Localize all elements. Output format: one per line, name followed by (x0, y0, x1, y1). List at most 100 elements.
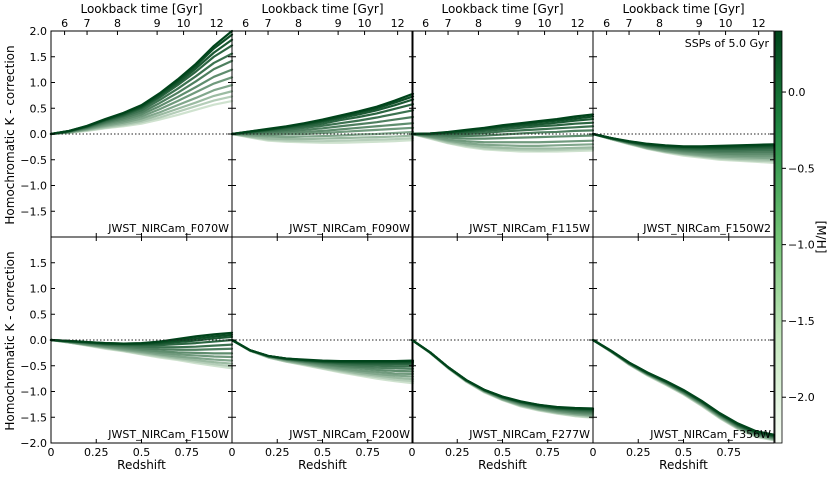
top-tick-label: 12 (752, 17, 766, 30)
series-line-mh-0.4 (410, 338, 595, 410)
x-tick-label: 0.75 (356, 446, 381, 459)
top-tick-label: 12 (571, 17, 585, 30)
y-tick-label: 0.5 (30, 308, 48, 321)
y-tick-label: −2.0 (20, 437, 47, 450)
top-tick-label: 7 (265, 17, 272, 30)
x-tick-label: 0 (409, 446, 416, 459)
panel-JWST_NIRCam_F277W: 0 0.25 0.5 0.75 Redshift JWST_NIRCam_F277W (409, 236, 595, 472)
panel-frame (592, 30, 775, 238)
x-tick-label: 0.25 (84, 446, 109, 459)
top-tick-label: 8 (114, 17, 121, 30)
series-line-mh--1.4 (230, 132, 415, 141)
filter-label: JWST_NIRCam_F200W (288, 428, 410, 441)
y-tick-label: −1.0 (20, 386, 47, 399)
colorbar-gradient (774, 30, 783, 444)
series-line-mh-0.25 (591, 338, 776, 437)
top-tick-label: 9 (515, 17, 522, 30)
y-tick-label: 1.5 (30, 51, 48, 64)
series-line-mh-0.4 (230, 92, 415, 136)
top-tick-label: 12 (391, 17, 405, 30)
top-axis-label: Lookback time [Gyr] (80, 2, 202, 16)
top-tick-label: 12 (210, 17, 224, 30)
x-tick-label: 0.25 (626, 446, 651, 459)
axis-labels: Homochromatic K - correction Homochromat… (3, 37, 769, 431)
x-tick-label: 0.5 (133, 446, 151, 459)
panel-JWST_NIRCam_F070W: −1.5 −1.0 −0.5 0.0 0.5 1.0 1.5 2.0 12 10 9 8 7 6 Lookb… (20, 2, 234, 238)
x-tick-label: 0.75 (536, 446, 561, 459)
series-line-mh--0.9 (410, 338, 595, 416)
top-tick-label: 7 (626, 17, 633, 30)
series-line-mh--0.3 (591, 338, 776, 438)
top-tick-label: 8 (295, 17, 302, 30)
colorbar-tick-label: −2.0 (788, 391, 815, 404)
panel-frame (592, 236, 775, 444)
x-tick-label: 0 (229, 446, 236, 459)
series-line-mh--0.5 (591, 338, 776, 439)
x-axis-label: Redshift (659, 458, 708, 472)
series-line-mh--0.7 (410, 338, 595, 415)
series-line-mh--1.7 (410, 338, 595, 419)
y-tick-label: −0.5 (20, 154, 47, 167)
series-line-mh-0.1 (230, 338, 415, 364)
x-tick-label: 0.25 (265, 446, 290, 459)
x-tick-label: 0.5 (675, 446, 693, 459)
series-line-mh-0.1 (591, 338, 776, 437)
y-tick-label: −1.5 (20, 411, 47, 424)
colorbar-tick-label: 0.0 (788, 86, 806, 99)
panel-JWST_NIRCam_F356W: 0 0.25 0.5 0.75 Redshift JWST_NIRCam_F356W (590, 236, 776, 472)
series-line-mh-0.25 (230, 338, 415, 363)
series-line-mh--0.5 (410, 338, 595, 414)
panel-frame (231, 236, 414, 444)
y-tick-label: 0.0 (30, 334, 48, 347)
colorbar-label: [M/H] (814, 221, 828, 254)
top-tick-label: 6 (242, 17, 249, 30)
top-tick-label: 9 (696, 17, 703, 30)
y-tick-label: −1.0 (20, 180, 47, 193)
y-tick-label: −1.5 (20, 205, 47, 218)
series-line-mh-0.4 (591, 132, 776, 148)
top-tick-label: 7 (84, 17, 91, 30)
top-tick-label: 9 (335, 17, 342, 30)
series-line-mh--0.1 (591, 338, 776, 438)
x-tick-label: 0 (590, 446, 597, 459)
series-line-mh-0.4 (591, 338, 776, 436)
colorbar: [M/H] 0.0 −0.5 −1.0 −1.5 −2.0 (774, 30, 828, 444)
filter-label: JWST_NIRCam_F090W (288, 222, 410, 235)
top-axis-label: Lookback time [Gyr] (441, 2, 563, 16)
y-tick-label: 1.0 (30, 77, 48, 90)
top-tick-label: 10 (538, 17, 552, 30)
series-line-mh--0.5 (410, 129, 595, 138)
top-tick-label: 9 (154, 17, 161, 30)
colorbar-tick-label: −0.5 (788, 162, 815, 175)
top-tick-label: 6 (603, 17, 610, 30)
filter-label: JWST_NIRCam_F356W (649, 428, 771, 441)
x-tick-label: 0 (48, 446, 55, 459)
annotation-ssp: SSPs of 5.0 Gyr (685, 37, 770, 50)
y-axis-label-top: Homochromatic K - correction (3, 45, 17, 224)
filter-label: JWST_NIRCam_F070W (107, 222, 229, 235)
panel-JWST_NIRCam_F090W: 12 10 9 8 7 6 Lookback time [Gyr] JWST_NIRCam_F… (230, 2, 415, 238)
x-tick-label: 0.75 (717, 446, 742, 459)
x-tick-label: 0.5 (314, 446, 332, 459)
series-line-mh--0.9 (410, 132, 595, 144)
top-tick-label: 10 (719, 17, 733, 30)
top-tick-label: 8 (475, 17, 482, 30)
series-line-mh--1.4 (410, 338, 595, 418)
series-line-mh--0.9 (230, 126, 415, 137)
filter-label: JWST_NIRCam_F150W2 (642, 222, 771, 235)
y-tick-label: 2.0 (30, 25, 48, 38)
x-tick-label: 0.75 (175, 446, 200, 459)
series-line-mh-0.4 (410, 113, 595, 136)
top-tick-label: 8 (656, 17, 663, 30)
filter-label: JWST_NIRCam_F150W (107, 428, 229, 441)
y-axis-label-bottom: Homochromatic K - correction (3, 251, 17, 430)
x-tick-label: 0.25 (445, 446, 470, 459)
top-tick-label: 10 (358, 17, 372, 30)
colorbar-tick-label: −1.0 (788, 239, 815, 252)
filter-label: JWST_NIRCam_F277W (468, 428, 590, 441)
y-tick-label: 1.0 (30, 283, 48, 296)
x-axis-label: Redshift (117, 458, 166, 472)
series-line-mh-0.4 (49, 331, 234, 345)
y-tick-label: 0.5 (30, 102, 48, 115)
series-line-mh-0.4 (230, 338, 415, 363)
